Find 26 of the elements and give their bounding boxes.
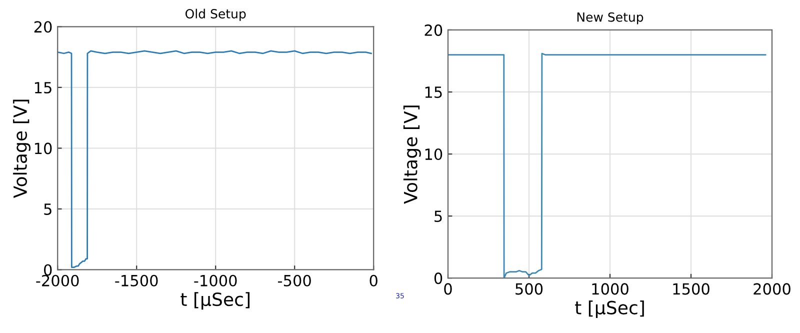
chart-title: New Setup (577, 12, 644, 24)
y-tick-label: 5 (44, 204, 52, 215)
x-tick-label: -1000 (194, 274, 237, 286)
y-axis-title: Voltage [V] (13, 100, 31, 198)
x-tick-label: 1500 (673, 283, 710, 295)
y-tick-label: 20 (424, 24, 442, 36)
y-tick-label: 20 (34, 21, 52, 33)
x-tick-label: 1000 (592, 283, 628, 295)
x-tick-label: -500 (278, 274, 311, 286)
y-tick-label: 5 (434, 210, 442, 222)
x-tick-label: 2000 (754, 283, 790, 295)
x-tick-label: -1500 (115, 274, 158, 286)
x-tick-label: 0 (370, 274, 378, 286)
y-tick-label: 10 (34, 142, 52, 154)
y-tick-label: 10 (425, 148, 442, 160)
y-axis-title: Voltage [V] (403, 106, 421, 204)
y-tick-label: 0 (44, 264, 52, 276)
x-tick-label: 0 (444, 283, 452, 295)
y-tick-label: 15 (34, 82, 52, 94)
chart-title: Old Setup (186, 8, 246, 21)
x-tick-label: -2000 (36, 274, 79, 286)
x-axis-title: t [μSec] (180, 292, 250, 310)
y-tick-label: 15 (425, 86, 442, 98)
x-tick-label: 500 (516, 283, 543, 295)
x-axis-title: t [μSec] (575, 300, 644, 318)
line-series (448, 52, 766, 278)
